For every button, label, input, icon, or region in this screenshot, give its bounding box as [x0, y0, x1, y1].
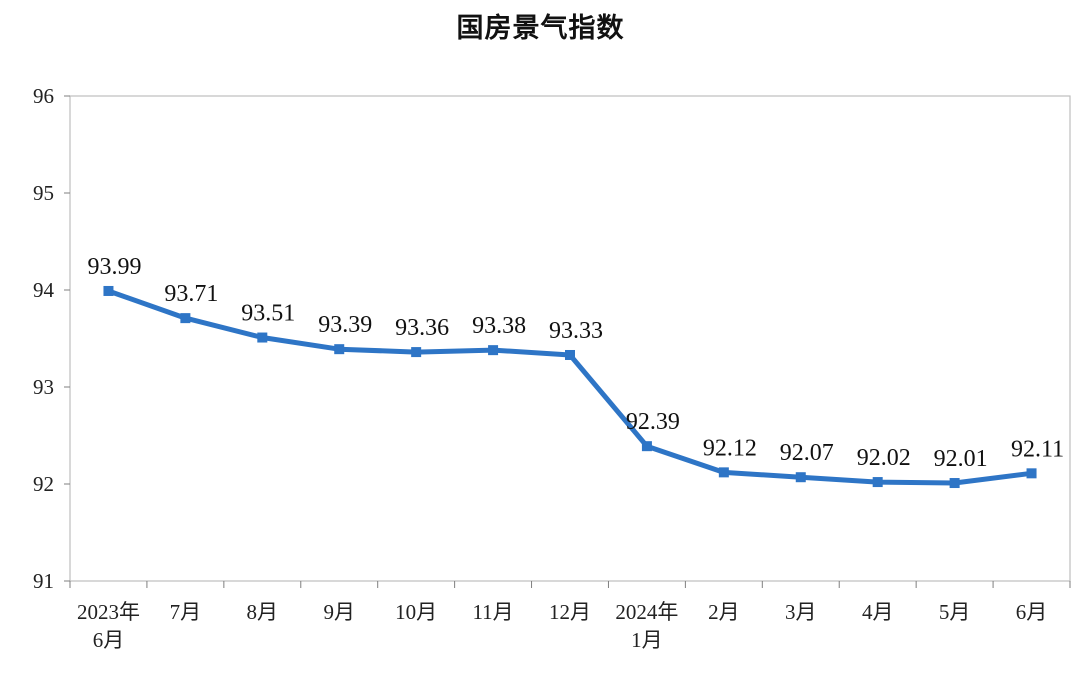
- data-point-marker: [180, 313, 191, 324]
- data-point-marker: [872, 477, 883, 488]
- x-tick-label-line: 2023年: [77, 600, 140, 624]
- data-point-marker: [795, 472, 806, 483]
- x-tick-label-line: 11月: [472, 600, 513, 624]
- x-tick-label: 12月: [549, 600, 591, 624]
- data-point-marker: [718, 467, 729, 478]
- data-label: 92.12: [703, 435, 757, 461]
- y-axis: 91 92 93 94 95 96: [33, 84, 70, 593]
- x-tick-label: 2月: [708, 600, 740, 624]
- x-tick-label-line: 1月: [631, 628, 663, 652]
- x-tick-label-line: 3月: [785, 600, 817, 624]
- x-tick-label-line: 6月: [93, 628, 125, 652]
- x-tick-label-line: 4月: [862, 600, 894, 624]
- data-label: 93.33: [549, 318, 603, 344]
- data-label: 93.38: [472, 313, 526, 339]
- x-tick-label: 11月: [472, 600, 513, 624]
- data-label: 92.07: [780, 440, 834, 466]
- data-label: 93.36: [395, 315, 449, 341]
- series-group: [103, 285, 1037, 489]
- x-tick-label: 8月: [247, 600, 279, 624]
- data-point-marker: [103, 285, 114, 296]
- x-tick-label-line: 9月: [323, 600, 355, 624]
- y-tick-label: 94: [33, 278, 55, 302]
- x-tick-label-line: 2024年: [615, 600, 678, 624]
- plot-area-frame: [69, 95, 1071, 582]
- x-tick-label-line: 6月: [1016, 600, 1048, 624]
- data-label-group: 93.99 93.71 93.51 93.39 93.36 93.38 93.33 92.39…: [87, 254, 1064, 472]
- data-label: 93.99: [87, 254, 141, 280]
- data-point-marker: [411, 347, 422, 358]
- data-point-marker: [949, 478, 960, 489]
- data-point-marker: [257, 332, 268, 343]
- x-tick-label: 4月: [862, 600, 894, 624]
- y-tick-label: 96: [33, 84, 54, 108]
- data-label: 92.01: [934, 446, 988, 472]
- x-tick-label: 5月: [939, 600, 971, 624]
- x-tick-label: 2024年 1月: [615, 600, 678, 652]
- data-label: 92.11: [1011, 436, 1064, 462]
- x-tick-label: 2023年 6月: [77, 600, 140, 652]
- x-axis: 2023年 6月 7月 8月 9月 10月 11月 12月 2024年 1月 2月 3月 4月 5月 6月: [69, 581, 1071, 652]
- y-tick-label: 92: [33, 472, 54, 496]
- x-tick-label: 7月: [170, 600, 202, 624]
- y-tick-label: 93: [33, 375, 54, 399]
- chart-title: 国房景气指数: [456, 13, 625, 44]
- data-point-marker: [1026, 468, 1037, 479]
- data-label: 93.51: [241, 301, 295, 327]
- x-tick-label: 10月: [395, 600, 437, 624]
- x-tick-label-line: 5月: [939, 600, 971, 624]
- data-point-marker: [641, 441, 652, 452]
- data-label: 92.02: [857, 445, 911, 471]
- y-tick-label: 95: [33, 181, 54, 205]
- x-tick-label: 9月: [323, 600, 355, 624]
- x-tick-label-line: 10月: [395, 600, 437, 624]
- x-tick-label: 6月: [1016, 600, 1048, 624]
- x-tick-label-line: 8月: [247, 600, 279, 624]
- data-label: 93.39: [318, 312, 372, 338]
- x-tick-label-line: 7月: [170, 600, 202, 624]
- y-tick-label: 91: [33, 569, 54, 593]
- data-label: 92.39: [626, 409, 680, 435]
- x-tick-label-line: 2月: [708, 600, 740, 624]
- x-tick-label-line: 12月: [549, 600, 591, 624]
- data-point-marker: [488, 345, 499, 356]
- x-tick-label: 3月: [785, 600, 817, 624]
- data-label: 93.71: [164, 281, 218, 307]
- data-point-marker: [334, 344, 345, 355]
- data-point-marker: [565, 349, 575, 360]
